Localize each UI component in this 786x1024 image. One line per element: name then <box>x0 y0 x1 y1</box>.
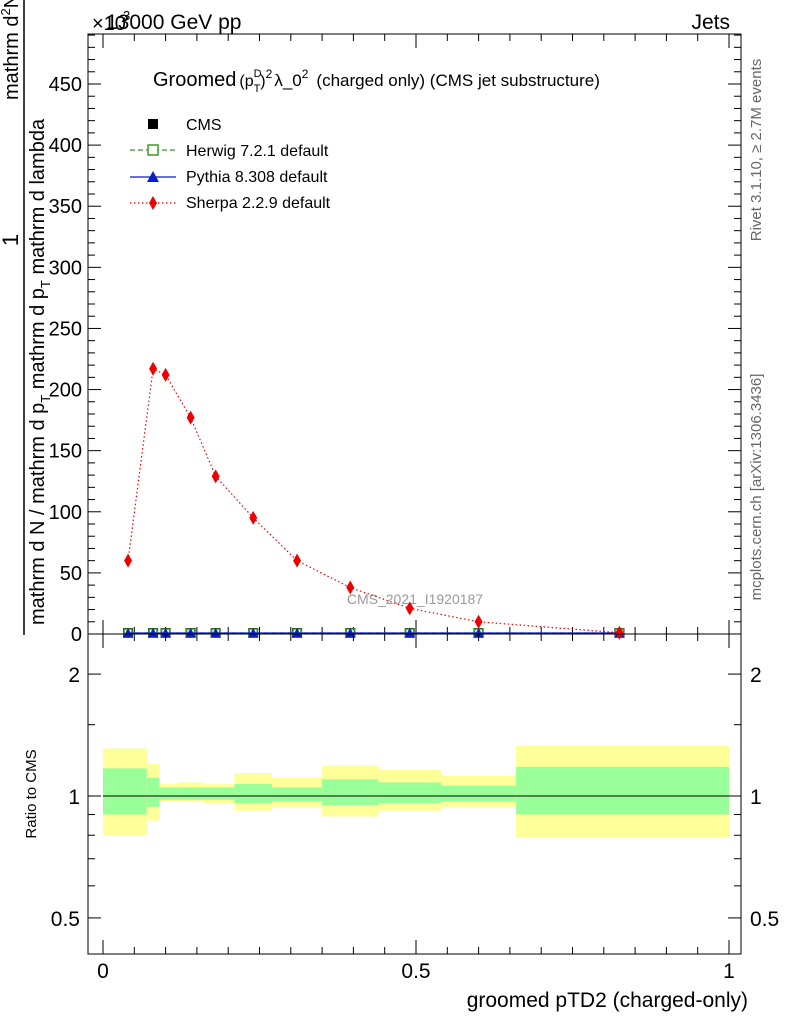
sherpa-point <box>161 367 170 382</box>
analysis-watermark: CMS_2021_I1920187 <box>347 591 483 607</box>
x-tick-label: 0.5 <box>401 960 430 983</box>
title-sub-t: T <box>254 83 261 95</box>
main-ytick-label: 150 <box>49 441 82 463</box>
y-label-num-main: mathrm d <box>1 16 23 100</box>
title-paren-open: ( <box>239 73 245 90</box>
ratio-band-inner <box>234 784 273 804</box>
main-ytick-label: 100 <box>49 502 82 524</box>
legend-herwig-label: Herwig 7.2.1 default <box>186 143 329 160</box>
pythia-point <box>210 628 221 637</box>
ratio-band-inner <box>203 787 235 800</box>
ratio-band-inner <box>146 777 160 807</box>
y-label-den-sub: T <box>38 395 53 403</box>
ratio-band-inner <box>103 768 147 815</box>
ratio-bands-layer <box>103 745 729 838</box>
x-axis-label: groomed pTD2 (charged-only) <box>467 989 748 1012</box>
main-ytick-label: 50 <box>60 563 82 585</box>
main-ytick-label: 350 <box>49 196 82 218</box>
sherpa-point <box>615 625 624 640</box>
sherpa-point <box>405 601 414 616</box>
pythia-point <box>292 628 303 637</box>
title-lambda: λ_0 <box>274 71 301 90</box>
pythia-point <box>345 628 356 637</box>
x-tick-label: 1 <box>723 960 735 983</box>
x-tick-label: 0 <box>97 960 109 983</box>
y-label-one: 1 <box>0 234 23 246</box>
sherpa-point <box>149 361 158 376</box>
pythia-point <box>160 628 171 637</box>
y-label-den-a: mathrm d N / mathrm d p <box>27 403 49 625</box>
title-lambda-exp: 2 <box>302 67 309 81</box>
rivet-label: Rivet 3.1.10, ≥ 2.7M events <box>748 59 765 242</box>
pythia-point <box>185 628 196 637</box>
ratio-band-inner <box>516 766 729 815</box>
mcplots-label: mcplots.cern.ch [arXiv:1306.3436] <box>748 374 765 601</box>
ratio-ytick-label-left: 2 <box>68 664 80 687</box>
main-ytick-label: 0 <box>71 624 82 646</box>
ratio-ytick-label-right: 2 <box>750 664 762 687</box>
main-y-axis-label: 1 mathrm d2N mathrm d N / mathrm d pT ma… <box>0 0 53 635</box>
scale-exponent: 3 <box>123 8 130 23</box>
legend-sherpa-label: Sherpa 2.2.9 default <box>186 195 331 212</box>
title-rest: (charged only) (CMS jet substructure) <box>316 71 599 90</box>
ratio-band-inner <box>322 779 379 806</box>
scale-marker: ×10 <box>92 13 126 35</box>
main-ytick-label: 250 <box>49 318 82 340</box>
pythia-point <box>248 628 259 637</box>
main-data-layer <box>123 361 625 640</box>
sherpa-point <box>186 410 195 425</box>
main-ytick-label: 200 <box>49 380 82 402</box>
legend-pythia-marker <box>147 171 159 182</box>
chart-title: Groomed (pD T)2 λ_02 (charged only) (CMS jet… <box>153 67 600 95</box>
legend-pythia-label: Pythia 8.308 default <box>186 169 328 186</box>
ratio-ytick-label-right: 0.5 <box>750 908 779 931</box>
title-p: p <box>245 73 254 90</box>
title-main: Groomed <box>153 69 236 91</box>
y-label-denominator: mathrm d N / mathrm d pT mathrm d pT mat… <box>27 118 53 625</box>
title-sup-d: D <box>254 68 262 80</box>
ratio-band-inner <box>159 787 179 800</box>
ratio-y-label: Ratio to CMS <box>23 749 40 838</box>
sherpa-point <box>293 553 302 568</box>
sherpa-point <box>124 553 133 568</box>
ratio-ytick-label-right: 1 <box>750 786 762 809</box>
legend-cms-label: CMS <box>186 117 222 134</box>
y-label-num-sup: 2 <box>0 8 13 15</box>
main-ytick-label: 400 <box>49 135 82 157</box>
sherpa-point <box>211 469 220 484</box>
main-ytick-label: 300 <box>49 257 82 279</box>
legend-herwig-marker <box>147 144 159 156</box>
title-paren-close: ) <box>260 73 265 90</box>
process-label: Jets <box>691 11 730 34</box>
ratio-band-inner <box>272 787 323 802</box>
main-ytick-label: 450 <box>49 74 82 96</box>
pythia-point <box>148 628 159 637</box>
ratio-tick-labels: 0.5 0.5 1 1 2 2 0 0.5 1 <box>51 664 779 983</box>
ratio-ytick-label-left: 0.5 <box>51 908 80 931</box>
main-y-tick-labels: 0 50 100 150 200 250 300 350 400 450 <box>49 74 82 646</box>
y-label-numerator: mathrm d2N <box>0 0 23 100</box>
energy-label: 13000 GeV pp <box>106 11 241 34</box>
pythia-point <box>404 628 415 637</box>
legend-sherpa-marker <box>149 196 157 210</box>
y-label-num-rest: N <box>1 0 23 8</box>
ratio-band-inner <box>441 785 517 802</box>
title-exp: 2 <box>266 67 273 81</box>
ratio-band-inner <box>378 782 442 804</box>
legend-cms-marker <box>148 119 158 129</box>
ratio-plot-frame <box>87 633 742 955</box>
pythia-point <box>123 628 134 637</box>
sherpa-point <box>474 614 483 629</box>
y-label-den-b: mathrm d p <box>27 288 49 395</box>
ratio-axis-ticks <box>88 634 741 954</box>
y-label-den-sub2: T <box>38 280 53 288</box>
sherpa-point <box>346 580 355 595</box>
ratio-ytick-label-left: 1 <box>68 786 80 809</box>
legend: CMS Herwig 7.2.1 default Pythia 8.308 de… <box>130 117 331 212</box>
y-label-den-c: mathrm d lambda <box>27 118 49 280</box>
ratio-band-inner <box>178 787 204 800</box>
pythia-point <box>473 628 484 637</box>
sherpa-point <box>249 510 258 525</box>
